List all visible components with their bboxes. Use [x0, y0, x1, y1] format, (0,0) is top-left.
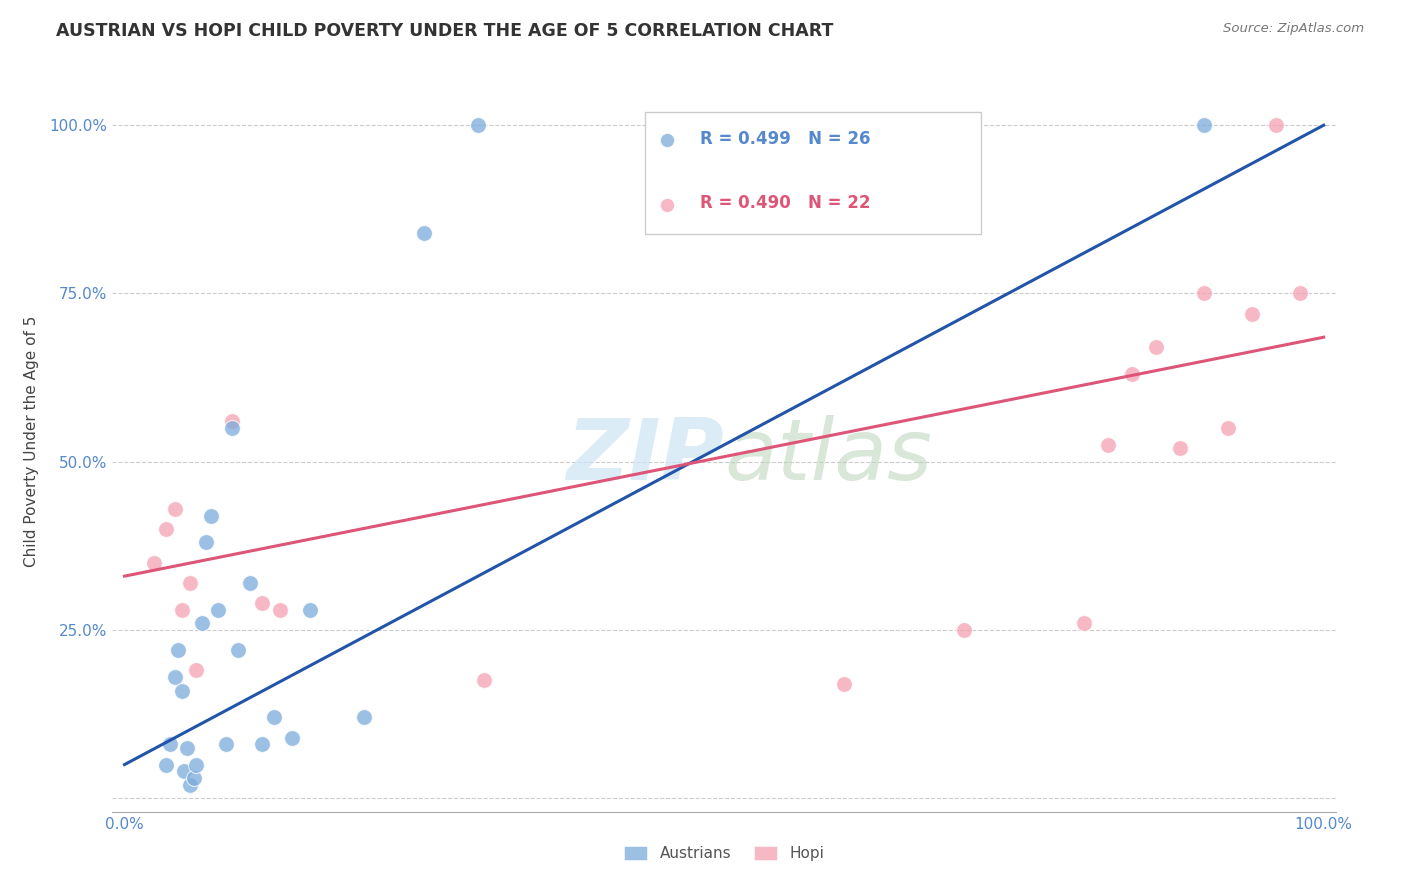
Text: AUSTRIAN VS HOPI CHILD POVERTY UNDER THE AGE OF 5 CORRELATION CHART: AUSTRIAN VS HOPI CHILD POVERTY UNDER THE… — [56, 22, 834, 40]
Text: R = 0.490   N = 22: R = 0.490 N = 22 — [700, 194, 870, 212]
Point — [170, 683, 193, 698]
Point — [1168, 442, 1191, 456]
Point — [191, 616, 214, 631]
Point — [167, 643, 190, 657]
Legend: Austrians, Hopi: Austrians, Hopi — [619, 839, 830, 867]
Point — [1097, 438, 1119, 452]
Point — [155, 522, 177, 536]
Point — [155, 757, 177, 772]
FancyBboxPatch shape — [644, 112, 981, 235]
Point — [179, 575, 201, 590]
Point — [186, 757, 208, 772]
Point — [1192, 286, 1215, 301]
Point — [173, 764, 195, 779]
Point — [195, 535, 218, 549]
Point — [186, 664, 208, 678]
Point — [239, 575, 262, 590]
Point — [200, 508, 222, 523]
Point — [263, 710, 285, 724]
Point — [183, 771, 205, 785]
Point — [207, 603, 229, 617]
Point — [269, 603, 291, 617]
Point — [281, 731, 304, 745]
Point — [179, 778, 201, 792]
Text: R = 0.499   N = 26: R = 0.499 N = 26 — [700, 129, 870, 148]
Point — [176, 740, 198, 755]
Y-axis label: Child Poverty Under the Age of 5: Child Poverty Under the Age of 5 — [24, 316, 38, 567]
Point — [299, 603, 322, 617]
Text: ZIP: ZIP — [567, 415, 724, 498]
Point — [953, 623, 976, 637]
Point — [163, 670, 186, 684]
Point — [221, 414, 243, 428]
Point — [143, 556, 166, 570]
Point — [1192, 118, 1215, 132]
Point — [163, 501, 186, 516]
Point — [1240, 307, 1263, 321]
Point — [413, 226, 436, 240]
Point — [228, 643, 250, 657]
Point — [1288, 286, 1310, 301]
Point — [221, 421, 243, 435]
Text: Source: ZipAtlas.com: Source: ZipAtlas.com — [1223, 22, 1364, 36]
Point — [832, 677, 855, 691]
Point — [1144, 340, 1167, 354]
Point — [215, 738, 238, 752]
Point — [1264, 118, 1286, 132]
Point — [1121, 368, 1143, 382]
Point — [252, 738, 274, 752]
Point — [467, 118, 489, 132]
Point — [472, 673, 495, 688]
Point — [1216, 421, 1239, 435]
Point — [170, 603, 193, 617]
Point — [1073, 616, 1095, 631]
Point — [353, 710, 375, 724]
Point — [159, 738, 181, 752]
Text: atlas: atlas — [724, 415, 932, 498]
Point — [252, 596, 274, 610]
